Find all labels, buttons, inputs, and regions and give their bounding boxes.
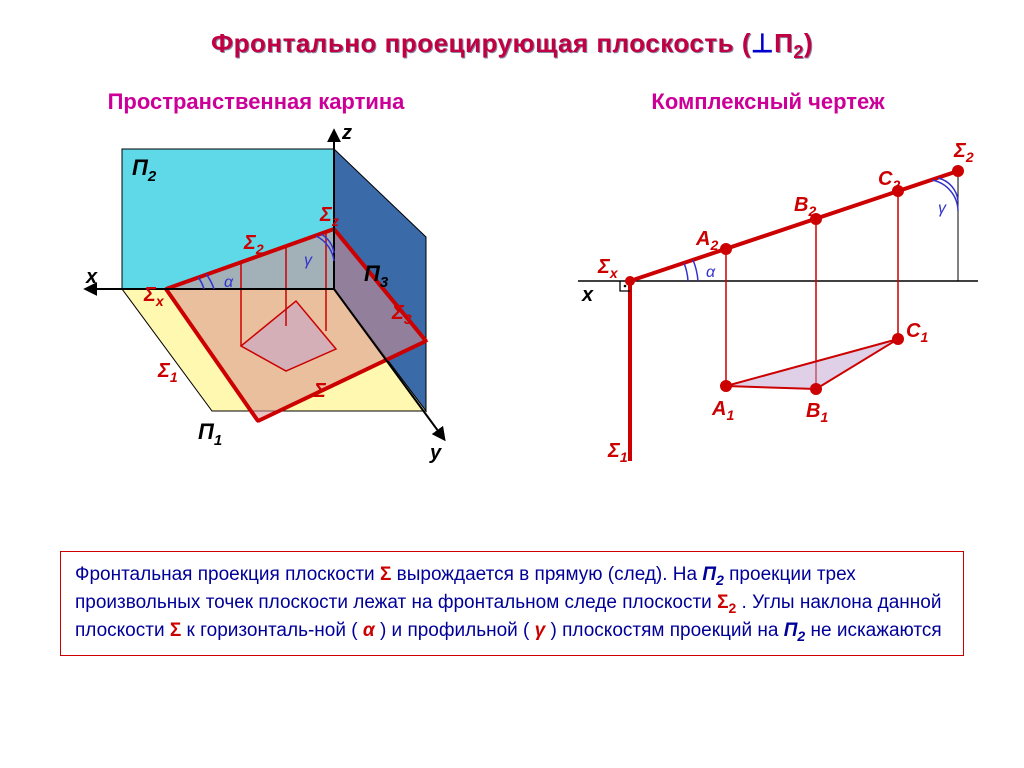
label-alpha-left: α xyxy=(224,274,234,291)
arc-alpha-r2 xyxy=(693,260,698,281)
title-perp: ⊥ xyxy=(751,28,774,58)
sigma2-end xyxy=(952,165,964,177)
label-p1: П1 xyxy=(198,419,222,449)
label-s1-right: Σ1 xyxy=(607,440,628,465)
triangle-h-proj xyxy=(726,339,898,389)
cap-gamma: γ xyxy=(535,620,546,641)
subhead-left: Пространственная картина xyxy=(26,89,487,115)
cap-sigma2: Σ2 xyxy=(717,592,736,613)
label-y: y xyxy=(429,442,442,464)
cap-sigmaB: Σ xyxy=(170,620,181,641)
title-pi: П xyxy=(774,28,793,58)
subhead-right: Комплексный чертеж xyxy=(538,89,999,115)
label-alpha-right: α xyxy=(706,264,716,281)
label-gamma-right: γ xyxy=(938,200,947,217)
cap-t5: к горизонталь-ной ( xyxy=(187,620,358,641)
label-C2: C2 xyxy=(878,168,900,193)
cap-t1: Фронтальная проекция плоскости xyxy=(75,564,380,585)
title-open: ( xyxy=(742,28,751,58)
cap-sigma: Σ xyxy=(380,564,391,585)
label-z: z xyxy=(341,122,352,144)
title-close: ) xyxy=(804,28,813,58)
label-sigma-1: Σ1 xyxy=(157,360,178,385)
arc-alpha-r xyxy=(684,263,688,281)
label-A1: A1 xyxy=(711,398,734,423)
trace-sigma2-right xyxy=(630,171,958,281)
label-x: x xyxy=(85,266,98,288)
title-main: Фронтально проецирующая плоскость xyxy=(211,28,734,58)
cap-t6: ) и профильной ( xyxy=(380,620,529,641)
label-A2: A2 xyxy=(695,228,718,253)
diagrams-row: z x y П2 П1 П3 Σx Σ2 Σz Σ3 Σ1 Σ α γ x xyxy=(0,121,1024,531)
sigma-x-dot xyxy=(625,276,635,286)
caption-box: Фронтальная проекция плоскости Σ вырожда… xyxy=(60,551,964,656)
pt-C1 xyxy=(892,333,904,345)
cap-t8: не искажаются xyxy=(811,620,942,641)
right-angle-dot xyxy=(624,285,627,288)
label-s2-right: Σ2 xyxy=(953,140,974,165)
pt-B1 xyxy=(810,383,822,395)
complex-drawing: x α γ Σx Σ1 Σ2 xyxy=(538,121,998,531)
label-x-right: x xyxy=(581,284,594,306)
spatial-diagram: z x y П2 П1 П3 Σx Σ2 Σz Σ3 Σ1 Σ α γ xyxy=(26,121,486,531)
pt-A1 xyxy=(720,380,732,392)
cap-pi2b: П2 xyxy=(784,620,805,641)
label-sigma: Σ xyxy=(313,380,327,402)
label-sx-right: Σx xyxy=(597,256,619,281)
label-B2: B2 xyxy=(794,194,816,219)
cap-alpha: α xyxy=(363,620,375,641)
label-B1: B1 xyxy=(806,400,828,425)
page-title: Фронтально проецирующая плоскость (⊥П2) xyxy=(0,0,1024,63)
title-sub: 2 xyxy=(793,42,804,62)
cap-pi2a: П2 xyxy=(702,564,723,585)
subheads: Пространственная картина Комплексный чер… xyxy=(0,89,1024,115)
label-gamma-left: γ xyxy=(304,252,313,269)
cap-t2: вырождается в прямую (след). На xyxy=(397,564,703,585)
label-C1: C1 xyxy=(906,320,928,345)
cap-t7: ) плоскостям проекций на xyxy=(551,620,784,641)
